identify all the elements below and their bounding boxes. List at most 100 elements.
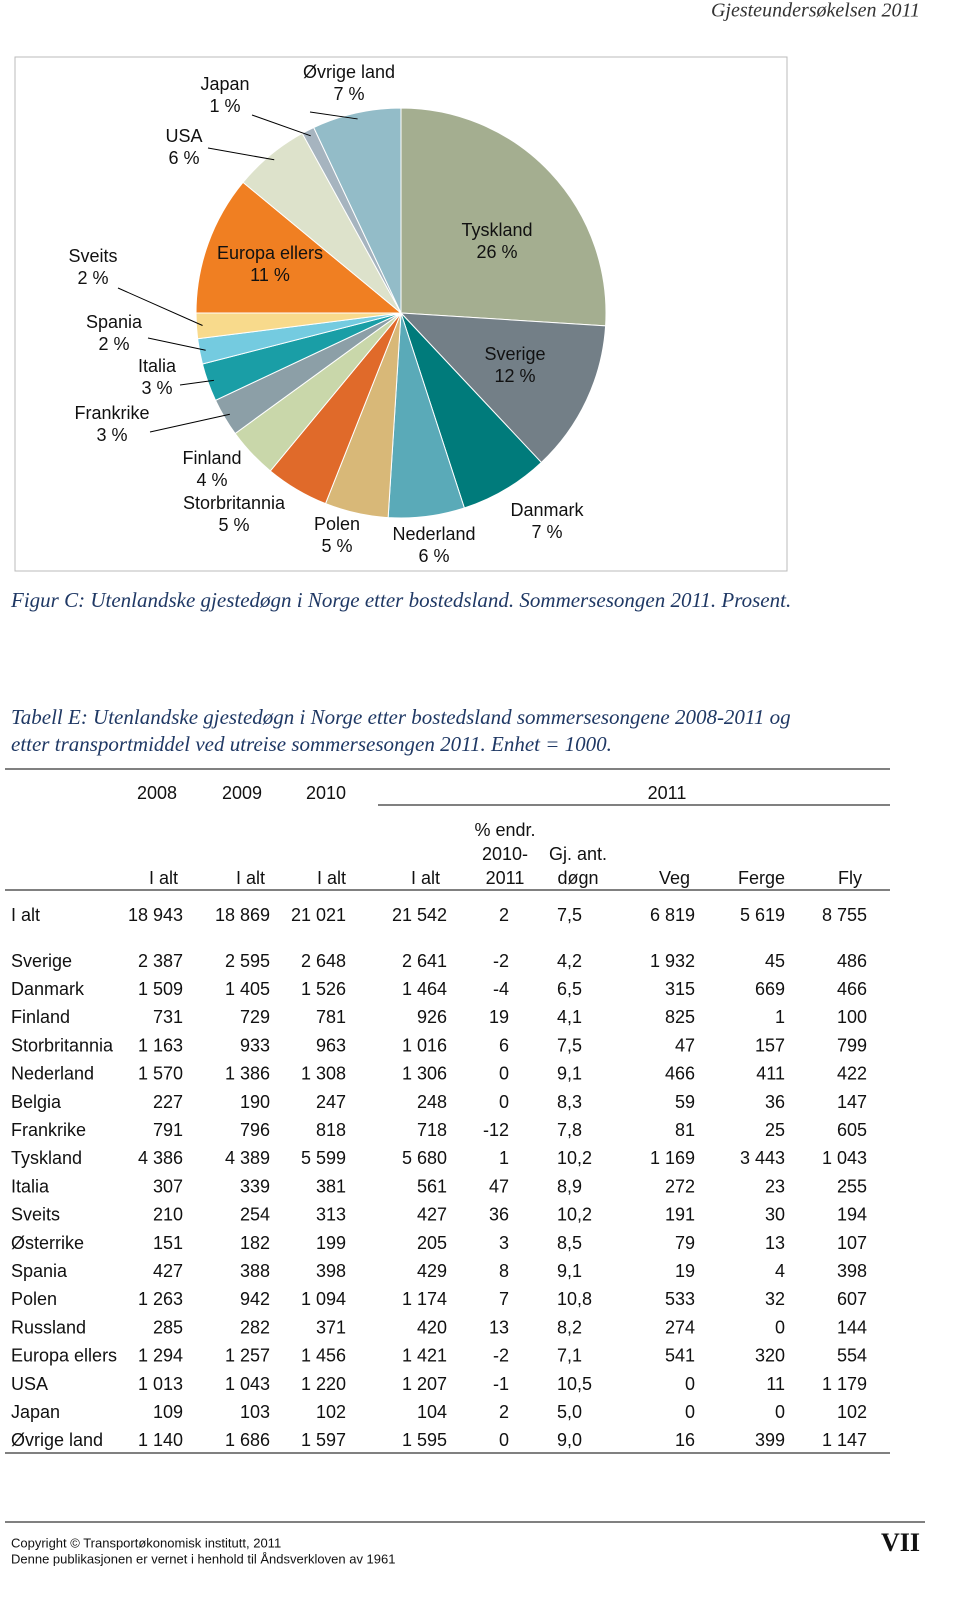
table-cell: 1 570 [138,1064,183,1084]
table-cell: 59 [675,1092,695,1112]
table-cell: 1 526 [301,979,346,999]
column-header: 2011 [486,868,525,888]
table-cell: 466 [665,1064,695,1084]
table-cell: 963 [316,1035,346,1055]
table-cell: 8 755 [822,905,867,925]
table-cell: 718 [417,1120,447,1140]
table-cell: 669 [755,979,785,999]
table-cell: -12 [483,1120,509,1140]
table-cell: 398 [316,1261,346,1281]
table-cell: 0 [499,1430,509,1450]
table-cell: 18 943 [128,905,183,925]
table-cell: 422 [837,1064,867,1084]
slice-value: 6 % [168,148,199,168]
table-cell: 285 [153,1317,183,1337]
table-cell: 818 [316,1120,346,1140]
table-cell: 0 [499,1064,509,1084]
table-cell: 205 [417,1233,447,1253]
table-cell: 4 389 [225,1148,270,1168]
slice-value: 3 % [96,425,127,445]
table-cell: 7 [499,1289,509,1309]
table-cell: 8 [499,1261,509,1281]
row-label: Belgia [11,1092,62,1112]
table-cell: 1 294 [138,1346,183,1366]
row-label: Polen [11,1289,57,1309]
slice-value: 12 % [494,366,535,386]
slice-label: USA [165,126,202,146]
leader-line [147,337,206,351]
pie-slice [399,312,607,464]
table-cell: 5 599 [301,1148,346,1168]
table-cell: 731 [153,1007,183,1027]
table-cell: 0 [775,1317,785,1337]
row-label: Øvrige land [11,1430,103,1450]
table-cell: 0 [685,1402,695,1422]
row-label: Italia [11,1176,50,1196]
table-cell: 2 595 [225,951,270,971]
leader-line [309,111,358,120]
table-cell: 420 [417,1317,447,1337]
table-cell: 13 [765,1233,785,1253]
column-header: I alt [411,868,440,888]
table-cell: 8,5 [557,1233,582,1253]
table-cell: 191 [665,1205,695,1225]
table-cell: 32 [765,1289,785,1309]
table-cell: 554 [837,1346,867,1366]
table-cell: 1 932 [650,951,695,971]
table-cell: 10,5 [557,1374,592,1394]
table-cell: 605 [837,1120,867,1140]
table-cell: 1 308 [301,1064,346,1084]
table-cell: 466 [837,979,867,999]
table-cell: 3 [499,1233,509,1253]
table-cell: 10,2 [557,1148,592,1168]
table-cell: 100 [837,1007,867,1027]
slice-value: 2 % [77,268,108,288]
table-cell: 248 [417,1092,447,1112]
slice-label: Polen [314,514,360,534]
table-cell: 5 619 [740,905,785,925]
year-header: 2009 [222,783,262,803]
column-header: % endr. [474,820,535,840]
table-cell: 1 169 [650,1148,695,1168]
table-cell: 398 [837,1261,867,1281]
slice-label: Frankrike [74,403,149,423]
column-header: I alt [236,868,265,888]
table-cell: 107 [837,1233,867,1253]
table-cell: 8,3 [557,1092,582,1112]
page-number: VII [881,1528,920,1557]
table-cell: 2 648 [301,951,346,971]
table-cell: 282 [240,1317,270,1337]
table-cell: 791 [153,1120,183,1140]
slice-label: Europa ellers [217,243,323,263]
table-cell: 104 [417,1402,447,1422]
table-cell: 1 174 [402,1289,447,1309]
slice-value: 5 % [218,515,249,535]
table-cell: 255 [837,1176,867,1196]
table-cell: 254 [240,1205,270,1225]
table-cell: 1 163 [138,1035,183,1055]
table-cell: 2 [499,905,509,925]
table-cell: 13 [489,1317,509,1337]
column-header: I alt [149,868,178,888]
table-cell: 781 [316,1007,346,1027]
slice-label: Storbritannia [183,493,286,513]
table-cell: 1 386 [225,1064,270,1084]
table-cell: 8,2 [557,1317,582,1337]
table-cell: 429 [417,1261,447,1281]
table-cell: -4 [493,979,509,999]
table-cell: 1 016 [402,1035,447,1055]
table-cell: 144 [837,1317,867,1337]
table-cell: 36 [489,1205,509,1225]
table-cell: 729 [240,1007,270,1027]
table-cell: 8,9 [557,1176,582,1196]
table-cell: 2 387 [138,951,183,971]
table-cell: -2 [493,951,509,971]
table-cell: 933 [240,1035,270,1055]
table-cell: 1 179 [822,1374,867,1394]
table-cell: 1 263 [138,1289,183,1309]
row-label: Japan [11,1402,60,1422]
row-label: Sverige [11,951,72,971]
table-cell: 427 [417,1205,447,1225]
table-cell: 199 [316,1233,346,1253]
